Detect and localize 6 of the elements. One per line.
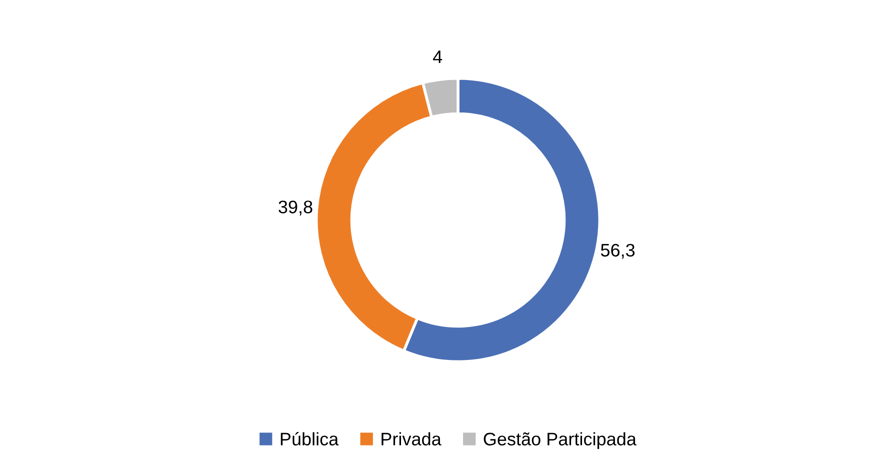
data-label: 4 <box>432 50 442 64</box>
data-label: 56,3 <box>600 244 635 259</box>
legend-label: Pública <box>280 432 339 446</box>
legend-label: Privada <box>382 432 442 446</box>
legend-label: Gestão Participada <box>484 432 636 450</box>
data-label: 39,8 <box>278 200 312 216</box>
